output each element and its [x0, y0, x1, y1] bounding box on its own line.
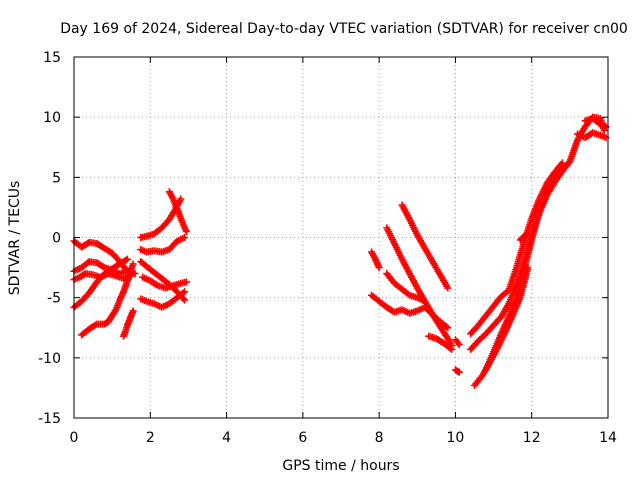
data-point: [524, 230, 532, 238]
series-arc-4: [70, 255, 131, 311]
x-tick-label: 4: [222, 430, 231, 446]
series-arc-10: [137, 258, 189, 304]
y-tick-labels: -15 -10 -5 0 5 10 15: [38, 50, 61, 427]
data-point: [557, 163, 565, 171]
series-arc-8: [165, 188, 191, 235]
x-tick-label: 10: [447, 430, 465, 446]
data-point: [183, 227, 191, 235]
data-point: [129, 307, 137, 315]
series-arc-17: [383, 270, 429, 305]
series-arc-20: [451, 366, 463, 376]
axis-ticks: [73, 56, 609, 419]
data-point: [183, 278, 191, 286]
series-arc-12: [139, 273, 191, 292]
y-axis-label: SDTVAR / TECUs: [7, 181, 23, 296]
series-arc-9: [137, 234, 189, 256]
data-point: [375, 264, 383, 272]
data-point: [181, 296, 189, 304]
series-arc-5: [78, 260, 137, 339]
chart-title: Day 169 of 2024, Sidereal Day-to-day VTE…: [60, 21, 628, 37]
data-point: [177, 195, 185, 203]
data-point: [442, 323, 450, 331]
data-point: [454, 367, 462, 375]
grid: [74, 57, 608, 418]
y-tick-label: 15: [43, 50, 61, 66]
series-arc-16: [398, 201, 452, 292]
y-tick-label: 5: [52, 170, 61, 186]
series-arc-25: [516, 230, 532, 244]
x-axis-label: GPS time / hours: [282, 458, 399, 474]
data-point: [446, 344, 454, 352]
x-tick-labels: 0 2 4 6 8 10 12 14: [70, 430, 617, 446]
series-arc-11: [137, 288, 189, 311]
series-arc-28: [581, 114, 610, 131]
data-point: [455, 341, 463, 349]
series-arc-27: [573, 129, 610, 142]
x-tick-label: 8: [375, 430, 384, 446]
y-tick-label: -10: [38, 351, 61, 367]
data-points: [70, 113, 610, 390]
data-point: [444, 284, 452, 292]
series-arc-19: [451, 336, 463, 349]
y-tick-label: 10: [43, 110, 61, 126]
x-tick-label: 0: [70, 430, 79, 446]
data-point: [123, 255, 131, 263]
x-tick-label: 14: [599, 430, 617, 446]
series-arc-13: [368, 248, 383, 272]
data-point: [448, 345, 456, 353]
data-point: [181, 288, 189, 296]
x-tick-label: 6: [298, 430, 307, 446]
x-tick-label: 12: [523, 430, 541, 446]
series-arc-6: [120, 307, 137, 340]
y-tick-label: -5: [47, 291, 61, 307]
y-tick-label: 0: [52, 231, 61, 247]
data-point: [129, 260, 137, 268]
data-point: [523, 231, 531, 239]
data-point: [122, 256, 130, 264]
series-arc-18: [425, 332, 456, 353]
data-point: [181, 234, 189, 241]
series-arc-15: [383, 224, 456, 350]
data-point: [455, 368, 463, 376]
series-arc-24: [482, 161, 566, 374]
data-point: [179, 289, 187, 297]
x-tick-label: 2: [146, 430, 155, 446]
data-point: [558, 161, 566, 169]
data-point: [444, 324, 452, 332]
y-tick-label: -15: [38, 411, 61, 427]
data-point: [91, 321, 99, 329]
data-point: [421, 297, 429, 305]
